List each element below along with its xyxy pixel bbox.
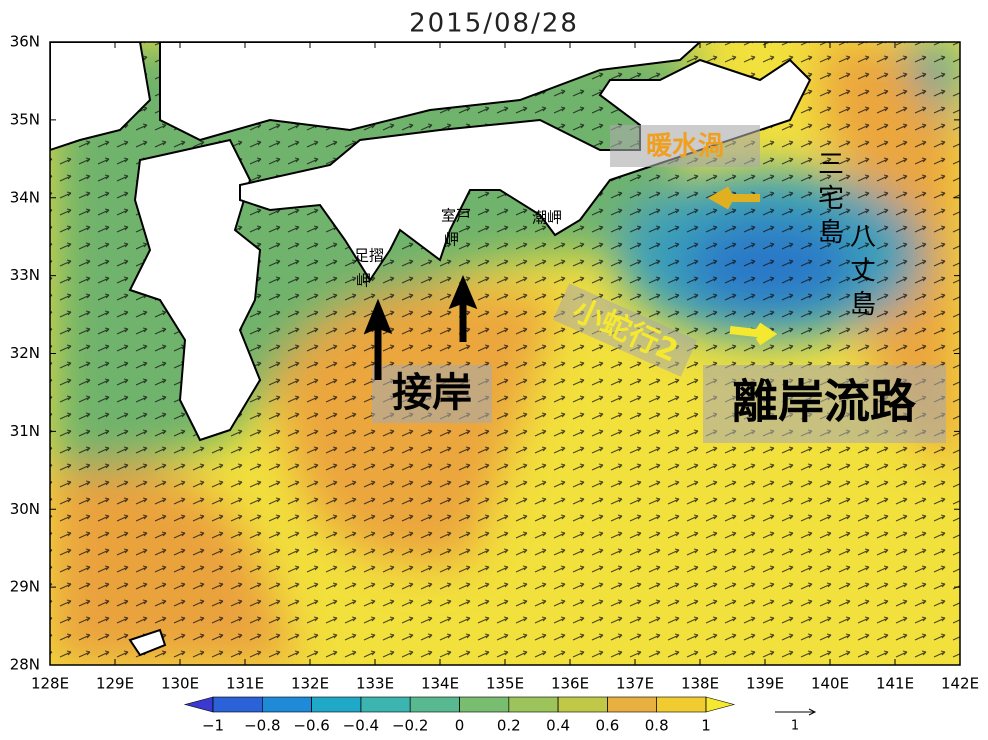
lon-tick-label: 137E bbox=[616, 675, 654, 693]
lat-tick-label: 30N bbox=[10, 500, 40, 518]
vector-scale-label: 1 bbox=[791, 719, 799, 734]
lon-tick-label: 134E bbox=[421, 675, 459, 693]
cape-label: 岬 bbox=[356, 272, 371, 290]
meander-box bbox=[552, 283, 698, 377]
colorbar-segment bbox=[459, 696, 510, 713]
lon-tick-label: 142E bbox=[941, 675, 979, 693]
colorbar-extension bbox=[183, 696, 214, 713]
colorbar-label: −1 bbox=[202, 717, 224, 735]
warm-eddy-label: 暖水渦 bbox=[646, 132, 724, 162]
offshore-path-label: 離岸流路 bbox=[732, 375, 917, 429]
title: 2015/08/28 bbox=[409, 9, 579, 39]
lon-tick-label: 135E bbox=[486, 675, 524, 693]
lon-tick-label: 131E bbox=[226, 675, 264, 693]
cape-label: 室戸 bbox=[441, 207, 471, 225]
lon-tick-label: 129E bbox=[96, 675, 134, 693]
colorbar-extension bbox=[705, 696, 736, 713]
colorbar-label: 0.6 bbox=[595, 717, 619, 735]
colorbar-label: −0.2 bbox=[392, 717, 428, 735]
colorbar-label: 0.2 bbox=[497, 717, 521, 735]
lat-tick-label: 28N bbox=[10, 656, 40, 674]
lat-tick-label: 31N bbox=[10, 422, 40, 440]
lat-tick-label: 34N bbox=[10, 188, 40, 206]
annotation-shapes bbox=[363, 125, 946, 716]
lon-tick-label: 140E bbox=[811, 675, 849, 693]
nearshore-label: 接岸 bbox=[392, 370, 472, 416]
colorbar-segment bbox=[607, 696, 658, 713]
colorbar-label: −0.4 bbox=[343, 717, 379, 735]
colorbar-label: 0 bbox=[455, 717, 465, 735]
colorbar-label: 1 bbox=[701, 717, 711, 735]
colorbar-label: −0.8 bbox=[244, 717, 280, 735]
lat-tick-label: 29N bbox=[10, 578, 40, 596]
lat-tick-label: 36N bbox=[10, 33, 40, 51]
cape-label: 足摺 bbox=[354, 247, 384, 265]
cape-label: 潮岬 bbox=[532, 209, 562, 227]
lon-tick-label: 136E bbox=[551, 675, 589, 693]
lat-tick-label: 35N bbox=[10, 110, 40, 128]
colorbar-segment bbox=[508, 696, 559, 713]
island-label: 八丈島 bbox=[846, 222, 876, 324]
lon-tick-label: 138E bbox=[681, 675, 719, 693]
colorbar-segment bbox=[409, 696, 460, 713]
colorbar-label: 0.8 bbox=[645, 717, 669, 735]
field bbox=[50, 42, 960, 665]
colorbar-segment bbox=[656, 696, 707, 713]
island-label: 三宅島 bbox=[814, 150, 844, 252]
cape-label: 岬 bbox=[444, 231, 459, 249]
land bbox=[50, 42, 812, 657]
colorbar-segment bbox=[557, 696, 608, 713]
colorbar-segment bbox=[311, 696, 362, 713]
colorbar-label: −0.6 bbox=[293, 717, 329, 735]
lon-tick-label: 128E bbox=[31, 675, 69, 693]
lat-tick-label: 33N bbox=[10, 266, 40, 284]
lon-tick-label: 133E bbox=[356, 675, 394, 693]
colorbar-segment bbox=[212, 696, 263, 713]
lon-tick-label: 139E bbox=[746, 675, 784, 693]
lon-tick-label: 141E bbox=[876, 675, 914, 693]
lat-tick-label: 32N bbox=[10, 344, 40, 362]
colorbar-label: 0.4 bbox=[546, 717, 570, 735]
lon-tick-label: 132E bbox=[291, 675, 329, 693]
colorbar-segment bbox=[360, 696, 411, 713]
colorbar-segment bbox=[261, 696, 312, 713]
lon-tick-label: 130E bbox=[161, 675, 199, 693]
